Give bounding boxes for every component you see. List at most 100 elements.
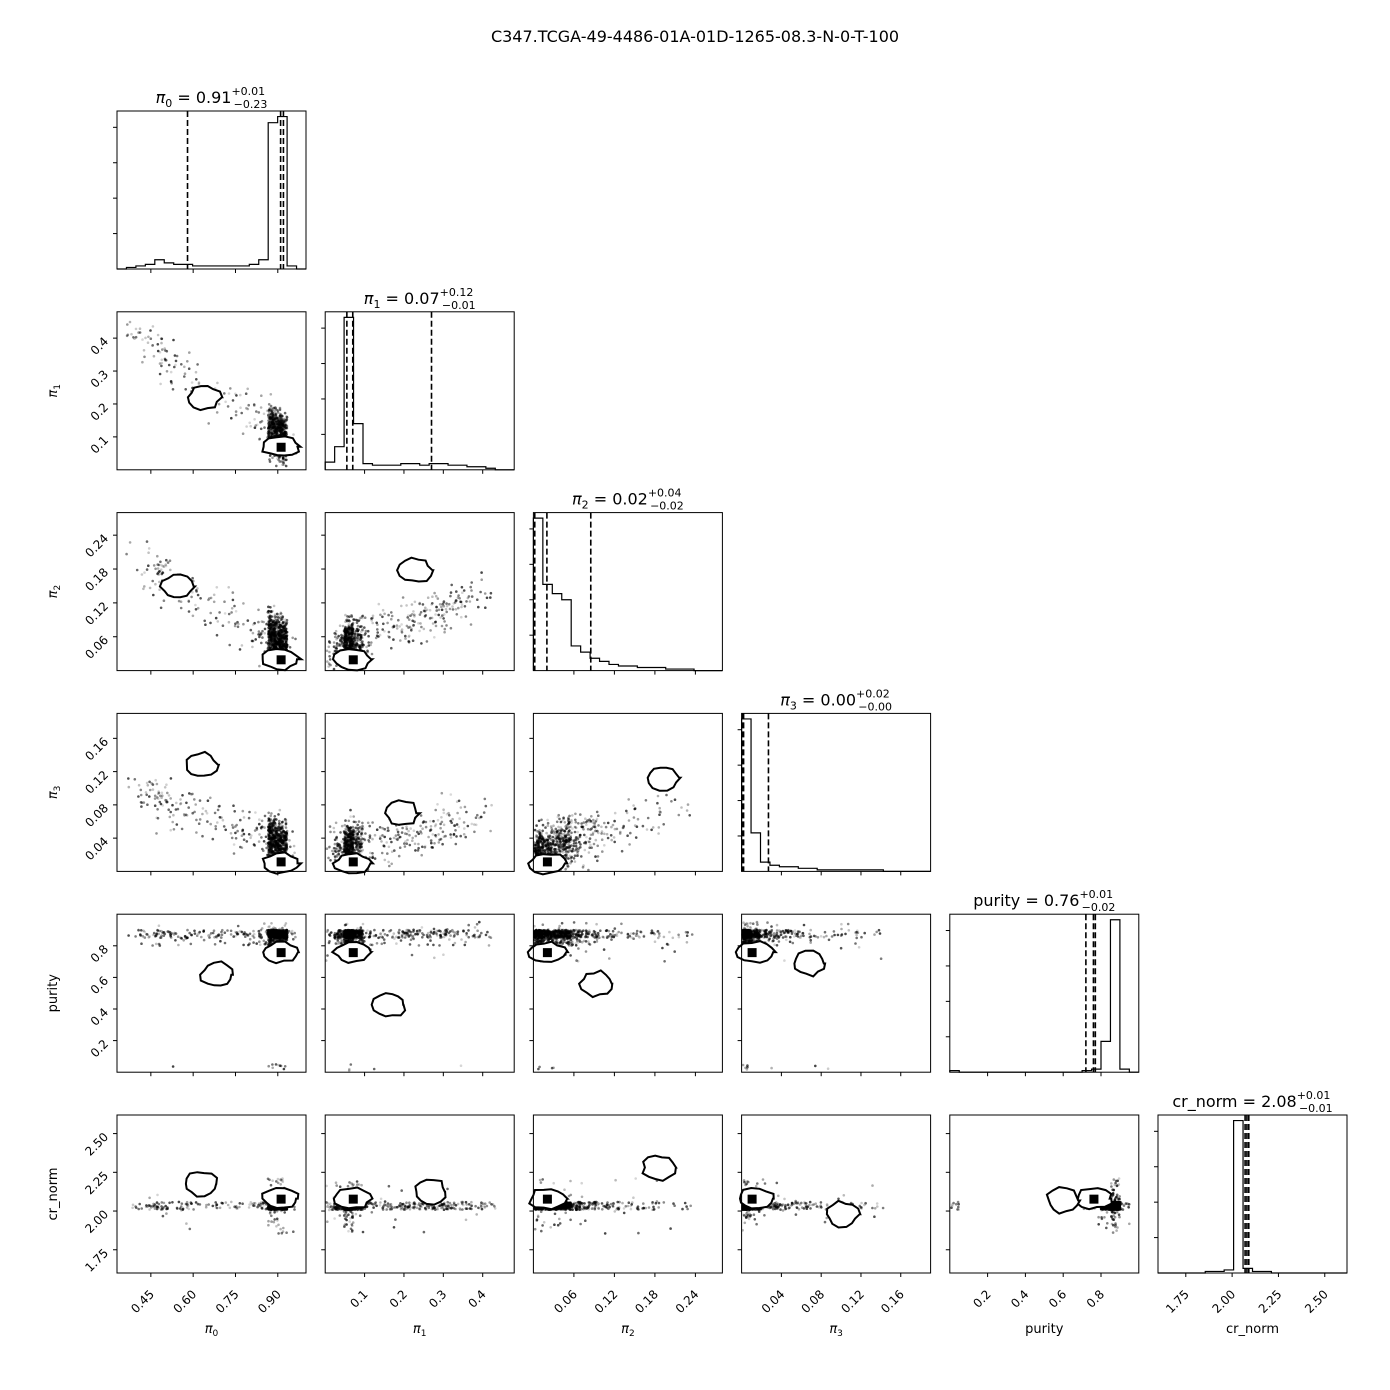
scatter-point — [285, 838, 289, 841]
scatter-point — [429, 839, 433, 842]
scatter-point — [465, 810, 468, 814]
panel-pi2-pi2: π2 = 0.02+0.04 −0.02 — [529, 487, 723, 675]
scatter-point — [267, 434, 270, 437]
scatter-point — [574, 844, 578, 848]
scatter-point — [454, 829, 457, 832]
scatter-point — [343, 842, 347, 845]
scatter-point — [399, 639, 402, 642]
scatter-point — [401, 826, 404, 830]
scatter-point — [285, 418, 289, 421]
scatter-point — [194, 603, 197, 607]
scatter-point — [555, 820, 559, 824]
scatter-point — [361, 616, 364, 620]
scatter-point — [332, 667, 336, 671]
scatter-point — [383, 835, 387, 839]
scatter-point — [265, 846, 268, 850]
scatter-point — [183, 372, 187, 376]
scatter-point — [371, 614, 375, 618]
scatter-point — [191, 811, 194, 815]
scatter-point — [139, 801, 143, 804]
panel-frame — [532, 512, 723, 672]
scatter-point — [419, 622, 422, 625]
scatter-point — [193, 798, 196, 801]
scatter-point — [128, 541, 132, 544]
scatter-point — [445, 602, 448, 605]
scatter-point — [447, 602, 451, 606]
scatter-point — [338, 845, 342, 849]
scatter-point — [236, 829, 239, 833]
scatter-point — [354, 645, 358, 649]
scatter-point — [390, 617, 393, 621]
scatter-point — [413, 842, 417, 846]
scatter-point — [386, 826, 390, 830]
scatter-point — [231, 826, 235, 829]
scatter-point — [165, 370, 169, 373]
scatter-point — [234, 410, 238, 413]
scatter-point — [423, 615, 427, 618]
scatter-point — [217, 805, 221, 808]
scatter-point — [128, 320, 132, 324]
y-tick-label: 0.08 — [82, 801, 111, 830]
scatter-point — [350, 614, 353, 617]
scatter-point — [284, 826, 288, 830]
scatter-point — [407, 635, 411, 638]
scatter-point — [126, 333, 130, 337]
scatter-point — [261, 847, 264, 851]
scatter-point — [183, 375, 186, 378]
scatter-point — [201, 812, 204, 816]
scatter-point — [149, 329, 152, 332]
scatter-point — [232, 852, 236, 855]
scatter-point — [138, 331, 142, 334]
scatter-point — [273, 430, 277, 434]
scatter-point — [441, 842, 444, 846]
scatter-point — [380, 840, 383, 843]
scatter-point — [209, 611, 212, 615]
scatter-point — [259, 420, 262, 424]
scatter-point — [158, 580, 161, 584]
scatter-point — [362, 837, 366, 841]
scatter-point — [206, 799, 210, 802]
title-pi0: π0 = 0.91+0.01 −0.23 — [156, 85, 268, 111]
scatter-point — [268, 425, 272, 429]
scatter-point — [342, 838, 346, 842]
scatter-point — [351, 626, 354, 630]
scatter-point — [417, 832, 421, 836]
scatter-point — [159, 606, 163, 610]
scatter-point — [273, 634, 277, 638]
scatter-point — [379, 613, 382, 617]
scatter-point — [263, 826, 266, 829]
scatter-point — [267, 811, 271, 815]
scatter-point — [355, 843, 358, 846]
scatter-point — [198, 799, 202, 802]
scatter-point — [455, 613, 459, 616]
scatter-point — [400, 623, 403, 626]
scatter-point — [368, 834, 372, 837]
scatter-point — [267, 841, 271, 844]
scatter-point — [401, 596, 405, 599]
scatter-point — [183, 365, 186, 369]
scatter-point — [400, 831, 404, 834]
scatter-point — [328, 845, 331, 849]
scatter-point — [574, 812, 577, 816]
scatter-point — [460, 585, 464, 589]
figure-title: C347.TCGA-49-4486-01A-01D-1265-08.3-N-0-… — [491, 27, 899, 46]
scatter-point — [360, 831, 364, 834]
scatter-point — [347, 829, 351, 832]
scatter-point — [440, 791, 444, 795]
scatter-point — [236, 625, 240, 629]
scatter-point — [457, 799, 461, 803]
scatter-point — [221, 624, 225, 627]
scatter-point — [280, 421, 283, 425]
scatter-point — [359, 844, 363, 848]
scatter-point — [355, 621, 359, 624]
scatter-point — [150, 782, 153, 785]
scatter-point — [173, 354, 177, 357]
scatter-point — [268, 636, 272, 639]
scatter-point — [570, 821, 574, 824]
scatter-point — [462, 589, 466, 592]
scatter-point — [187, 367, 191, 371]
scatter-point — [268, 817, 271, 821]
scatter-point — [142, 349, 146, 352]
scatter-point — [276, 416, 279, 420]
scatter-point — [257, 840, 261, 843]
